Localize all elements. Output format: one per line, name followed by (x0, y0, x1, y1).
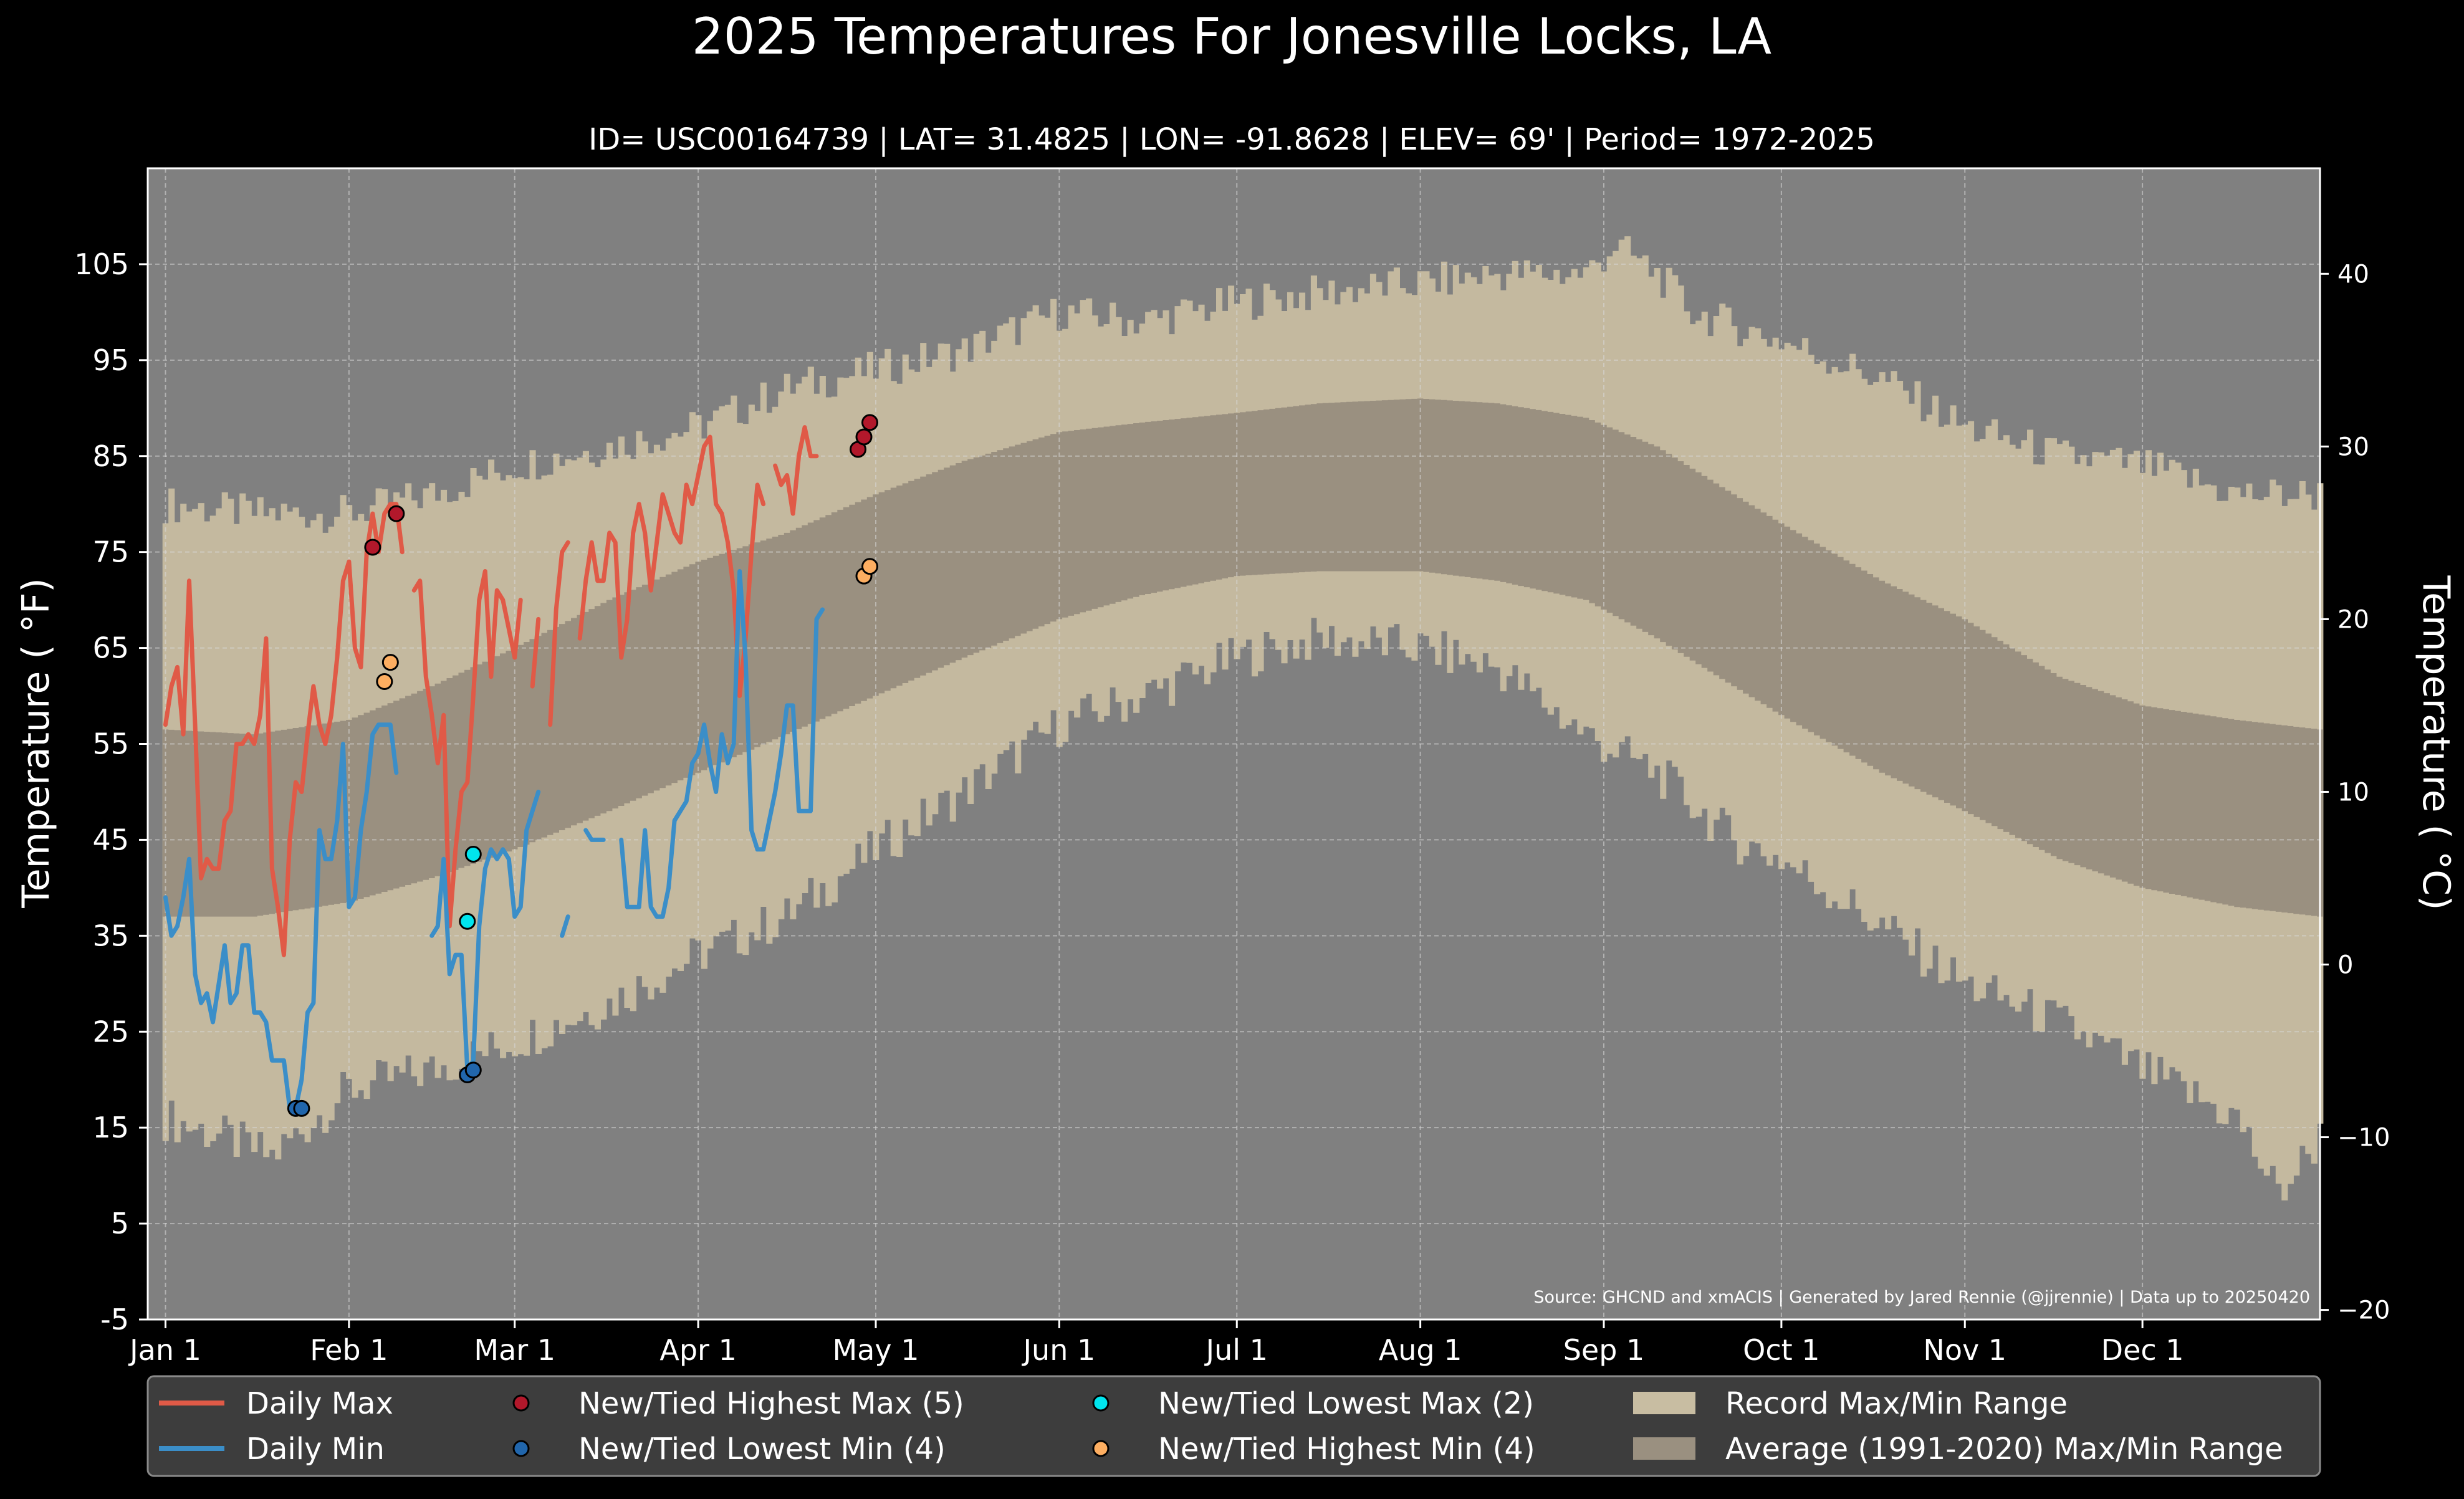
legend-swatch-average-max-min-range (1633, 1437, 1695, 1460)
chart-subtitle: ID= USC00164739 | LAT= 31.4825 | LON= -9… (588, 122, 1875, 157)
y-tick-label-right: 20 (2337, 605, 2369, 634)
series-line-daily-max (163, 425, 819, 957)
legend-swatch-new-tied-highest-min (1092, 1440, 1110, 1457)
legend-swatch-new-tied-lowest-max (1092, 1394, 1110, 1412)
series-line-daily-min (163, 569, 825, 1111)
record-marker-new-tied-lowest-max (459, 912, 476, 930)
y-tick-label-right: 0 (2337, 951, 2353, 980)
y-axis-label-right: Temperature ( °C) (2414, 575, 2458, 911)
legend-label-new-tied-highest-max: New/Tied Highest Max (5) (578, 1386, 964, 1421)
y-tick-label-left: 25 (92, 1015, 129, 1048)
y-axis-label-left: Temperature ( °F) (14, 578, 58, 909)
legend-label-record-max-min-range: Record Max/Min Range (1725, 1386, 2068, 1421)
average-range-band (162, 398, 2323, 917)
y-tick-label-left: 105 (74, 247, 129, 281)
record-marker-new-tied-highest-min (381, 654, 399, 671)
record-marker-new-tied-lowest-max (464, 846, 482, 863)
y-tick-label-left: 75 (92, 535, 129, 569)
x-tick-label: Mar 1 (474, 1333, 555, 1367)
record-marker-new-tied-highest-max (364, 539, 381, 556)
x-tick-label: Jul 1 (1204, 1333, 1268, 1367)
legend-label-new-tied-lowest-max: New/Tied Lowest Max (2) (1158, 1386, 1534, 1421)
record-marker-new-tied-highest-max (388, 505, 405, 522)
record-range-band (162, 236, 2324, 1201)
record-marker-new-tied-highest-min (376, 673, 393, 690)
legend-label-average-max-min-range: Average (1991-2020) Max/Min Range (1725, 1432, 2283, 1467)
y-tick-label-left: 55 (92, 727, 129, 761)
record-marker-new-tied-highest-max (855, 428, 873, 446)
legend-label-new-tied-lowest-min: New/Tied Lowest Min (4) (578, 1432, 946, 1467)
y-tick-label-left: -5 (100, 1303, 129, 1336)
legend-swatch-record-max-min-range (1633, 1392, 1695, 1414)
legend-swatch-new-tied-highest-max (512, 1394, 530, 1412)
y-tick-label-right: 30 (2337, 433, 2369, 461)
record-marker-new-tied-lowest-min (293, 1099, 310, 1117)
source-note: Source: GHCND and xmACIS | Generated by … (1533, 1288, 2310, 1307)
y-tick-label-right: −20 (2337, 1296, 2390, 1325)
x-tick-label: Feb 1 (310, 1333, 388, 1367)
x-tick-label: Apr 1 (659, 1333, 736, 1367)
x-tick-label: Oct 1 (1743, 1333, 1819, 1367)
y-tick-label-right: −10 (2337, 1124, 2390, 1152)
x-tick-label: Sep 1 (1563, 1333, 1645, 1367)
legend-box (146, 1375, 2321, 1477)
plot-area (148, 168, 2324, 1320)
legend-label-daily-max: Daily Max (246, 1386, 393, 1421)
y-tick-label-left: 45 (92, 823, 129, 856)
legend: Daily Max Daily Min New/Tied Highest Max (… (146, 1375, 2321, 1477)
y-tick-label-left: 65 (92, 631, 129, 665)
x-tick-label: Dec 1 (2101, 1333, 2184, 1367)
y-tick-label-left: 85 (92, 439, 129, 473)
record-marker-new-tied-lowest-min (464, 1061, 482, 1079)
x-tick-label: Jan 1 (128, 1333, 201, 1367)
record-marker-new-tied-highest-max (861, 414, 879, 431)
y-tick-label-right: 10 (2337, 778, 2369, 807)
y-tick-label-right: 40 (2337, 260, 2369, 289)
record-marker-new-tied-highest-min (861, 558, 879, 575)
chart-title: 2025 Temperatures For Jonesville Locks, … (692, 7, 1772, 65)
y-tick-label-left: 95 (92, 343, 129, 377)
axes: -5 5 15 25 35 45 55 65 75 85 95 105 −20 −10 0 10 20 30 40 J… (74, 167, 2390, 1367)
legend-label-new-tied-highest-min: New/Tied Highest Min (4) (1158, 1432, 1535, 1467)
x-tick-label: Aug 1 (1379, 1333, 1462, 1367)
y-tick-label-left: 15 (92, 1111, 129, 1144)
x-tick-label: May 1 (832, 1333, 919, 1367)
legend-swatch-new-tied-lowest-min (512, 1440, 530, 1457)
legend-label-daily-min: Daily Min (246, 1432, 385, 1467)
x-tick-label: Nov 1 (1923, 1333, 2006, 1367)
x-tick-label: Jun 1 (1021, 1333, 1095, 1367)
y-tick-label-left: 5 (111, 1207, 129, 1240)
y-tick-label-left: 35 (92, 919, 129, 952)
